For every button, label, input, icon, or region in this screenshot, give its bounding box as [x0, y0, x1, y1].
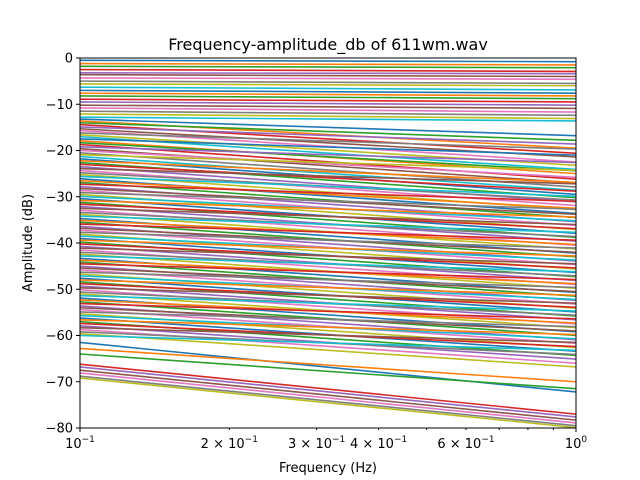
x-tick-label: 2 × 10−1	[201, 435, 258, 452]
series-line-93	[80, 263, 576, 281]
series-line-97	[80, 271, 576, 289]
series-line-133	[80, 363, 576, 415]
series-line-8	[80, 83, 576, 87]
series-line-34	[80, 146, 576, 164]
series-line-129	[80, 334, 576, 352]
series-line-128	[80, 332, 576, 368]
series-line-49	[80, 175, 576, 198]
y-tick-label: −40	[46, 237, 73, 252]
series-line-121	[80, 318, 576, 336]
series-line-105	[80, 287, 576, 304]
series-line-51	[80, 179, 576, 210]
series-line-10	[80, 89, 576, 94]
x-axis: 10−1 2 × 10−1 3 × 10−1 4 × 10−1 6 × 10−1 100	[65, 428, 587, 452]
series-line-61	[80, 199, 576, 218]
series-line-27	[80, 132, 576, 150]
series-line-125	[80, 326, 576, 344]
series-line-109	[80, 294, 576, 312]
x-axis-label: Frequency (Hz)	[279, 461, 377, 476]
series-line-52	[80, 181, 576, 219]
series-line-135	[80, 369, 576, 421]
y-tick-label: −60	[46, 329, 73, 344]
series-line-1	[80, 62, 576, 66]
series-line-134	[80, 366, 576, 418]
series-line-43	[80, 163, 576, 192]
series-line-0	[80, 59, 576, 63]
series-line-89	[80, 255, 576, 273]
series-line-131	[80, 347, 576, 383]
series-line-16	[80, 107, 576, 113]
series-line-73	[80, 223, 576, 242]
series-line-30	[80, 138, 576, 156]
y-tick-label: −30	[46, 190, 73, 205]
series-line-101	[80, 279, 576, 297]
series-line-15	[80, 104, 576, 110]
series-line-81	[80, 239, 576, 257]
series-line-11	[80, 92, 576, 97]
series-line-69	[80, 215, 576, 234]
series-line-18	[80, 113, 576, 120]
y-tick-label: −80	[46, 422, 73, 437]
series-line-12	[80, 95, 576, 100]
series-line-13	[80, 98, 576, 103]
x-tick-label: 10−1	[65, 435, 95, 452]
series-line-137	[80, 375, 576, 427]
series-line-57	[80, 191, 576, 211]
y-tick-label: −50	[46, 283, 73, 298]
chart-title: Frequency-amplitude_db of 611wm.wav	[168, 35, 488, 55]
series-line-4	[80, 72, 576, 75]
series-line-46	[80, 169, 576, 207]
y-tick-label: −10	[46, 98, 73, 113]
series-line-7	[80, 80, 576, 85]
series-line-132	[80, 353, 576, 390]
x-tick-label: 100	[565, 435, 588, 452]
series-line-77	[80, 231, 576, 249]
x-tick-label: 4 × 10−1	[350, 435, 407, 452]
series-line-20	[80, 118, 576, 137]
y-tick-label: −70	[46, 375, 73, 390]
series-line-17	[80, 110, 576, 117]
series-line-5	[80, 73, 576, 78]
series-line-3	[80, 68, 576, 73]
series-line-53	[80, 183, 576, 203]
series-line-117	[80, 311, 576, 328]
y-tick-label: 0	[65, 52, 73, 67]
series-line-41	[80, 159, 576, 184]
series-line-32	[80, 141, 576, 172]
series-line-9	[80, 86, 576, 91]
series-line-38	[80, 153, 576, 172]
series-line-138	[80, 377, 576, 428]
series-line-39	[80, 155, 576, 192]
x-tick-label: 6 × 10−1	[437, 435, 494, 452]
series-line-65	[80, 207, 576, 226]
series-line-136	[80, 372, 576, 424]
series-line-45	[80, 167, 576, 185]
series-line-113	[80, 302, 576, 320]
series-line-19	[80, 116, 576, 122]
y-axis: 0 −10 −20 −30 −40 −50 −60 −70 −80	[46, 52, 80, 437]
y-tick-label: −20	[46, 144, 73, 159]
series-line-22	[80, 121, 576, 142]
series-line-85	[80, 247, 576, 265]
series-layer	[80, 59, 576, 428]
y-axis-label: Amplitude (dB)	[21, 194, 36, 292]
series-line-6	[80, 77, 576, 81]
x-tick-label: 3 × 10−1	[288, 435, 345, 452]
series-line-14	[80, 101, 576, 106]
series-line-36	[80, 149, 576, 179]
series-line-24	[80, 126, 576, 145]
series-line-2	[80, 65, 576, 69]
